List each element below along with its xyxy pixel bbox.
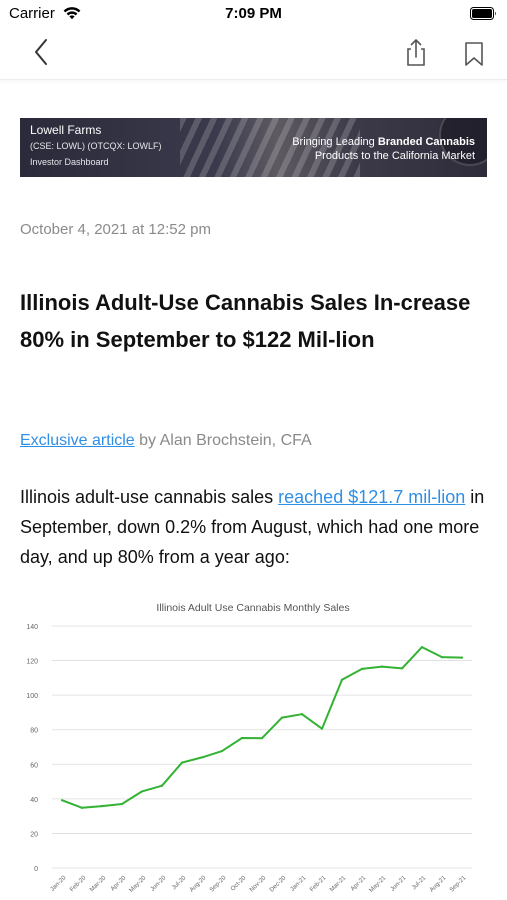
x-tick-label: Sep-21	[448, 874, 467, 893]
x-tick-label: Jan-21	[289, 874, 308, 893]
data-point	[120, 802, 124, 806]
y-tick-label: 60	[30, 762, 38, 769]
data-point	[280, 716, 284, 719]
x-tick-label: Aug-21	[428, 874, 447, 893]
byline: Exclusive article by Alan Brochstein, CF…	[20, 432, 312, 450]
x-tick-label: Apr-20	[109, 874, 127, 892]
share-icon	[407, 39, 425, 66]
chevron-left-icon	[35, 39, 47, 65]
x-tick-label: Apr-21	[349, 874, 367, 892]
y-tick-label: 40	[30, 797, 38, 804]
exclusive-article-link[interactable]: Exclusive article	[20, 432, 135, 449]
x-tick-label: Jul-21	[411, 874, 428, 891]
back-button[interactable]	[28, 38, 58, 68]
data-point	[320, 727, 324, 730]
x-tick-label: Oct-20	[229, 874, 247, 892]
battery-icon	[470, 7, 496, 20]
banner-tagline: Bringing Leading Branded Cannabis Product…	[255, 135, 475, 163]
banner-tagline-start: Bringing Leading	[292, 136, 378, 148]
data-point	[340, 678, 344, 681]
x-tick-label: Dec-20	[268, 874, 287, 893]
lede-text-end: in September, down 0.2% from August, whi…	[20, 487, 485, 567]
share-button[interactable]	[401, 38, 431, 68]
banner-tagline-bold: Branded Cannabis	[377, 136, 475, 148]
lede-text-start: Illinois adult-use cannabis sales	[20, 487, 279, 507]
x-tick-label: Sep-20	[208, 874, 227, 893]
x-tick-label: Nov-20	[248, 874, 267, 893]
data-point	[380, 665, 384, 668]
data-point	[260, 737, 264, 740]
data-point	[300, 713, 304, 716]
data-point	[200, 756, 204, 759]
banner-dashboard-label: Investor Dashboard	[30, 157, 109, 167]
byline-author: by Alan Brochstein, CFA	[134, 432, 312, 449]
x-tick-label: Feb-20	[69, 874, 88, 893]
data-point	[140, 790, 144, 793]
x-tick-label: Jun-20	[149, 874, 168, 893]
status-time: 7:09 PM	[225, 5, 282, 22]
banner-company-name: Lowell Farms	[30, 123, 102, 137]
data-point	[240, 736, 244, 740]
x-tick-label: Mar-20	[89, 874, 108, 893]
y-tick-label: 120	[26, 659, 38, 666]
ad-banner[interactable]: Lowell Farms (CSE: LOWL) (OTCQX: LOWLF) …	[20, 118, 487, 177]
data-point	[80, 806, 84, 809]
x-tick-label: Mar-21	[329, 874, 348, 893]
article-date: October 4, 2021 at 12:52 pm	[20, 221, 211, 238]
carrier-label: Carrier	[9, 5, 55, 22]
chart-title: Illinois Adult Use Cannabis Monthly Sale…	[156, 602, 349, 614]
sales-line-chart: Illinois Adult Use Cannabis Monthly Sale…	[26, 602, 472, 894]
status-bar: Carrier 7:09 PM	[0, 0, 507, 28]
article-title: Illinois Adult-Use Cannabis Sales In-cre…	[20, 290, 471, 352]
bookmark-button[interactable]	[459, 38, 489, 68]
data-point	[440, 656, 444, 659]
data-point	[420, 645, 424, 649]
y-tick-label: 20	[30, 831, 38, 838]
x-tick-label: Jul-20	[171, 874, 188, 891]
y-tick-label: 80	[30, 728, 38, 735]
x-tick-label: May-20	[128, 874, 148, 894]
data-point	[360, 667, 364, 670]
x-tick-label: Jun-21	[389, 874, 408, 893]
banner-tagline-end: Products to the California Market	[314, 150, 475, 162]
data-point	[180, 761, 184, 764]
x-tick-label: May-21	[368, 874, 388, 894]
banner-background-pattern	[180, 118, 360, 177]
y-tick-label: 140	[26, 624, 38, 631]
article-lede: Illinois adult-use cannabis sales reache…	[20, 482, 485, 572]
x-tick-label: Jan-20	[49, 874, 68, 893]
bookmark-icon	[465, 42, 483, 66]
y-tick-label: 100	[26, 693, 38, 700]
x-tick-label: Feb-21	[309, 874, 328, 893]
navigation-bar	[0, 28, 507, 80]
data-point	[220, 750, 224, 753]
data-point	[460, 656, 464, 659]
wifi-icon	[63, 7, 81, 20]
y-tick-label: 0	[34, 866, 38, 873]
x-tick-label: Aug-20	[188, 874, 207, 893]
banner-tickers: (CSE: LOWL) (OTCQX: LOWLF)	[30, 141, 162, 151]
data-point	[160, 784, 164, 787]
sales-source-link[interactable]: reached $121.7 mil-lion	[278, 487, 466, 507]
data-point	[60, 799, 64, 802]
data-point	[400, 667, 404, 670]
data-point	[100, 805, 104, 808]
sales-series-line	[61, 646, 463, 809]
